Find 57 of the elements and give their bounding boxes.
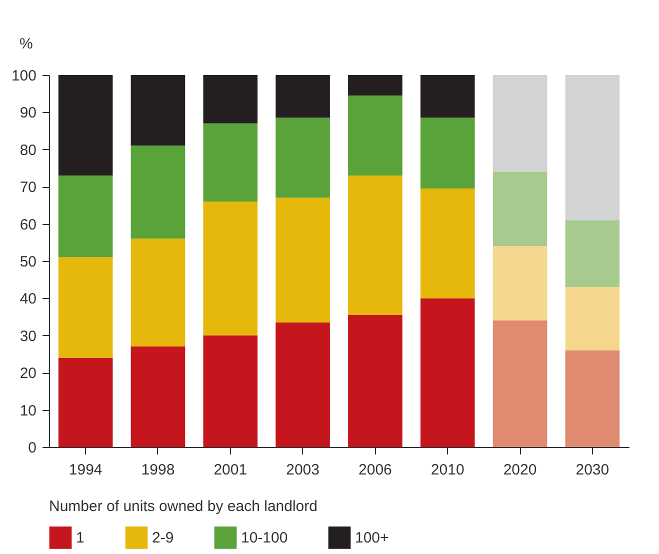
bar	[58, 175, 113, 258]
legend-label: 2-9	[152, 530, 174, 547]
y-tick-label: 10	[20, 402, 36, 420]
bar	[492, 320, 548, 447]
bar	[565, 350, 620, 447]
bar	[492, 75, 548, 172]
bar	[420, 118, 475, 188]
bar	[348, 75, 402, 96]
bar	[276, 118, 330, 198]
bar	[565, 75, 620, 220]
legend-label: 1	[76, 530, 84, 547]
x-tick-label: 2010	[430, 462, 464, 478]
bar	[130, 75, 186, 146]
bar	[130, 146, 186, 239]
bar	[492, 172, 548, 246]
bar	[130, 346, 186, 447]
bar	[130, 238, 186, 347]
bar	[276, 322, 330, 447]
bar	[203, 335, 258, 447]
y-tick-label: 80	[20, 142, 36, 159]
y-tick-label: 100	[11, 68, 36, 84]
y-tick-label: 90	[20, 104, 36, 122]
bar	[58, 257, 113, 358]
bar	[203, 201, 258, 336]
y-tick-label: 0	[28, 440, 36, 456]
bar	[348, 175, 402, 315]
y-tick-label: 30	[20, 328, 36, 345]
y-tick-label: 40	[20, 290, 36, 308]
x-tick-label: 1998	[141, 462, 175, 478]
bar	[420, 75, 475, 118]
legend-label: 100+	[355, 530, 390, 547]
bar	[276, 198, 330, 322]
x-tick-label: 2003	[286, 462, 320, 478]
x-tick-label: 2001	[214, 462, 248, 478]
bar	[348, 314, 402, 447]
x-tick-label: 2006	[358, 462, 392, 478]
bar	[565, 220, 620, 288]
bar	[58, 358, 113, 447]
y-tick-label: 50	[20, 254, 36, 270]
x-tick-label: 2020	[503, 462, 537, 478]
legend-label: 10-100	[241, 530, 288, 547]
x-tick-label: 1994	[68, 462, 102, 478]
y-axis-title: %	[20, 36, 33, 52]
y-tick-label: 20	[20, 365, 36, 382]
bar	[420, 298, 475, 447]
y-tick-label: 70	[20, 179, 36, 196]
bar	[276, 75, 330, 118]
legend-title: Number of units owned by each landlord	[49, 498, 318, 515]
bar	[203, 75, 258, 124]
bar	[420, 188, 475, 298]
x-tick-label: 2030	[576, 462, 610, 478]
y-tick-label: 60	[20, 216, 36, 234]
bar	[348, 95, 402, 176]
bar	[565, 287, 620, 350]
bar	[203, 123, 258, 202]
bar	[58, 75, 113, 176]
bar	[492, 246, 548, 321]
